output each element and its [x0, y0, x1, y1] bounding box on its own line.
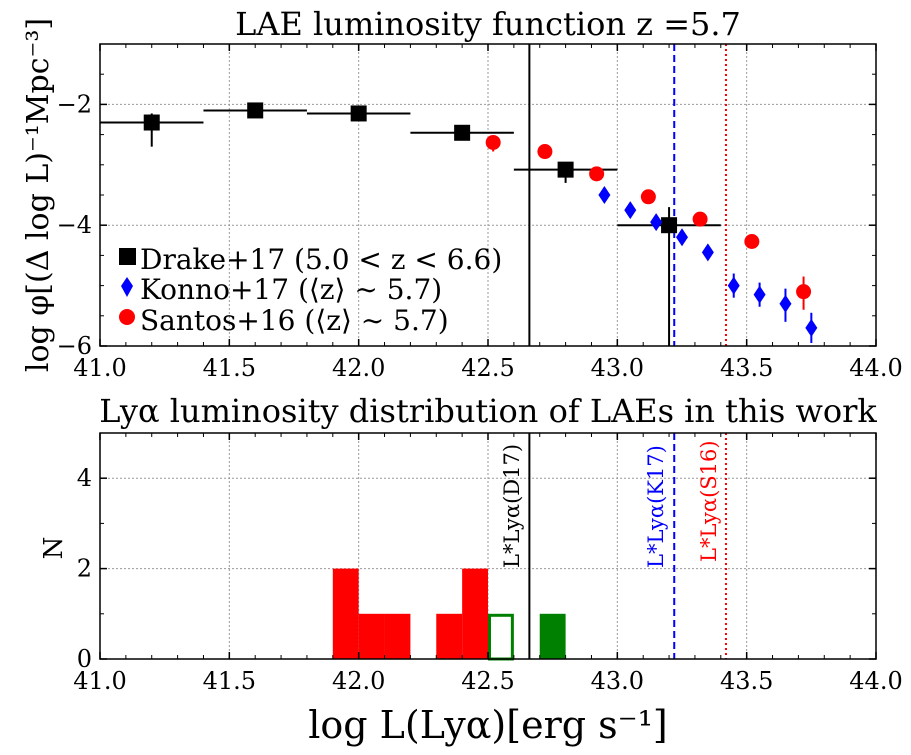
top-series [100, 102, 818, 346]
histogram-bar [539, 613, 566, 659]
top-ticks: 41.0 41.5 42.0 42.5 43.0 43.5 44.0 −6 −4 −2 [57, 44, 903, 382]
top-x-tick-label: 43.5 [720, 354, 773, 382]
data-point-square [143, 114, 160, 131]
data-point-circle [485, 134, 501, 150]
vline-label-k17: L*Lyα(K17) [644, 445, 668, 568]
top-title: LAE luminosity function z =5.7 [235, 5, 741, 43]
data-point-square [350, 105, 367, 122]
bottom-x-tick-label: 41.5 [203, 667, 256, 695]
top-x-tick-label: 41.0 [73, 354, 126, 382]
top-reference-lines [528, 44, 727, 346]
bottom-y-tick-label: 4 [77, 464, 92, 492]
top-x-tick-label: 43.0 [591, 354, 644, 382]
top-x-tick-label: 42.5 [461, 354, 514, 382]
top-x-tick-label: 42.0 [332, 354, 385, 382]
legend-marker-santos [119, 309, 135, 325]
bottom-ticks: 41.0 41.5 42.0 42.5 43.0 43.5 44.0 0 2 4 [73, 432, 903, 695]
legend: Drake+17 (5.0 < z < 6.6) Konno+17 (⟨z⟩ ∼… [119, 243, 502, 337]
data-point-square [454, 124, 471, 141]
data-point-diamond [727, 276, 740, 295]
top-y-tick-label: −6 [57, 332, 92, 360]
bottom-reference-lines [528, 433, 727, 659]
legend-label-santos: Santos+16 (⟨z⟩ ∼ 5.7) [140, 304, 449, 337]
data-point-diamond [624, 201, 637, 220]
top-y-axis-label: log φ[(Δ log L)⁻¹Mpc⁻³] [21, 18, 56, 372]
data-point-square [557, 161, 574, 178]
histogram-bar-outline [488, 613, 514, 661]
data-point-diamond [650, 213, 663, 232]
legend-marker-drake [119, 248, 136, 265]
bottom-y-axis-label: N [39, 537, 69, 560]
vline-label-d17: L*Lyα(D17) [500, 444, 524, 568]
data-point-diamond [805, 318, 818, 337]
bottom-histogram [332, 568, 566, 661]
top-x-tick-label: 44.0 [849, 354, 902, 382]
bottom-title: Lyα luminosity distribution of LAEs in t… [99, 392, 877, 430]
data-point-circle [537, 144, 553, 160]
data-point-circle [589, 166, 605, 182]
data-point-circle [744, 234, 760, 250]
bottom-x-tick-label: 43.0 [591, 667, 644, 695]
legend-marker-konno [121, 277, 133, 297]
bottom-y-tick-label: 0 [77, 645, 92, 673]
bottom-y-tick-label: 2 [77, 555, 92, 583]
data-point-circle [692, 211, 708, 227]
data-point-square [661, 217, 678, 234]
bottom-x-tick-label: 44.0 [849, 667, 902, 695]
top-y-tick-label: −2 [57, 90, 92, 118]
vline-label-s16: L*Lyα(S16) [697, 440, 721, 562]
top-y-tick-label: −4 [57, 211, 92, 239]
legend-label-konno: Konno+17 (⟨z⟩ ∼ 5.7) [140, 273, 442, 306]
histogram-bar [332, 568, 359, 659]
bottom-x-tick-label: 43.5 [720, 667, 773, 695]
histogram-bar [384, 613, 411, 659]
histogram-bar [462, 568, 488, 659]
data-point-diamond [676, 228, 688, 247]
bottom-x-tick-label: 41.0 [73, 667, 126, 695]
data-point-square [247, 102, 264, 119]
bottom-x-tick-label: 42.0 [332, 667, 385, 695]
legend-label-drake: Drake+17 (5.0 < z < 6.6) [140, 243, 502, 276]
top-x-tick-label: 41.5 [203, 354, 256, 382]
top-grid [100, 44, 876, 346]
data-point-circle [796, 284, 812, 300]
data-point-diamond [779, 294, 792, 313]
data-point-diamond [753, 285, 766, 304]
histogram-bar [436, 613, 463, 659]
bottom-x-axis-label: log L(Lyα)[erg s⁻¹] [308, 703, 668, 747]
data-point-circle [640, 189, 656, 205]
data-point-diamond [701, 243, 714, 262]
histogram-bar [358, 613, 385, 659]
data-point-diamond [598, 186, 611, 204]
bottom-x-tick-label: 42.5 [461, 667, 514, 695]
